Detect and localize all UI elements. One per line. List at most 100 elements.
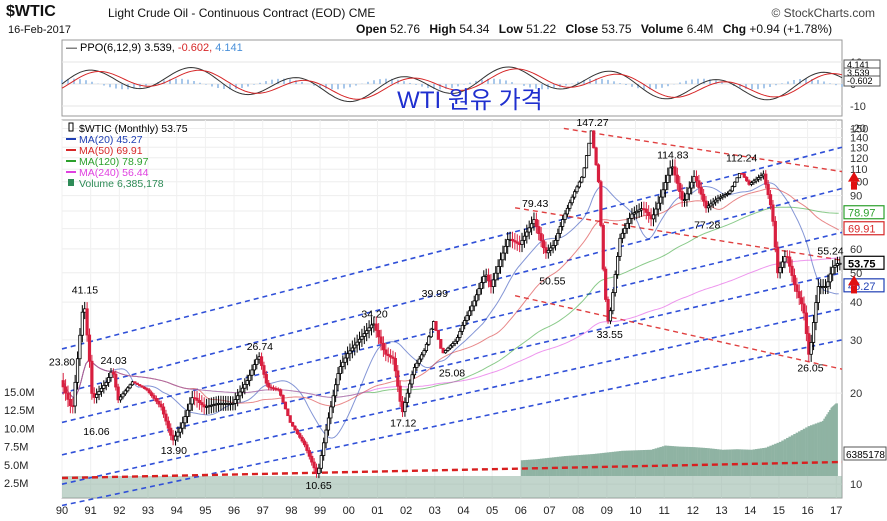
candle-body	[759, 175, 763, 178]
volume-bar	[781, 440, 784, 476]
price-value-tag-text: 78.97	[848, 208, 876, 220]
candle-body	[188, 403, 192, 411]
ppo-line	[61, 66, 843, 103]
candle-body	[553, 239, 558, 246]
candle-body	[341, 361, 345, 367]
candle-body	[302, 440, 307, 446]
candle-body	[78, 334, 82, 360]
close-value: 53.75	[601, 22, 632, 36]
volume-bar	[823, 418, 826, 476]
volume-bar	[597, 453, 600, 476]
price-axis-tick: 60	[850, 244, 862, 256]
candle-body	[546, 249, 550, 254]
volume-base	[62, 476, 842, 498]
candle-body	[353, 344, 357, 349]
candle-body	[396, 370, 400, 387]
candle-body	[140, 385, 144, 388]
price-axis-tick: 10	[850, 479, 862, 491]
volume-bar	[618, 451, 622, 476]
candle-body	[604, 268, 608, 300]
price-axis-tick: 50	[850, 268, 862, 280]
price-annotation: 10.65	[306, 480, 332, 492]
volume-bar	[637, 450, 641, 476]
volume-bar	[757, 448, 761, 476]
candle-body	[745, 176, 749, 182]
volume-bar	[585, 454, 588, 476]
year-axis-tick: 13	[715, 505, 727, 517]
candle-body	[482, 276, 486, 283]
volume-bar	[592, 453, 596, 476]
candle-body	[75, 358, 80, 383]
candle-body	[324, 429, 328, 444]
candle-body	[336, 373, 340, 386]
candle-body	[814, 302, 818, 323]
candle-body	[587, 142, 591, 156]
volume-bar	[788, 436, 792, 476]
candle-body	[109, 371, 113, 378]
candle-body	[706, 205, 711, 209]
change-value: +0.94 (+1.78%)	[749, 22, 833, 36]
candle-body	[231, 402, 235, 405]
candle-body	[243, 383, 247, 389]
candle-body	[73, 381, 77, 407]
candle-body	[104, 382, 108, 386]
candle-body	[608, 310, 613, 322]
price-annotation: 17.12	[390, 418, 416, 430]
candle-body	[159, 403, 163, 408]
volume-bar	[826, 414, 829, 476]
candle-body	[348, 350, 352, 355]
candle-body	[768, 194, 773, 206]
candle-body	[709, 203, 713, 207]
candle-body	[539, 233, 543, 242]
candle-body	[472, 300, 476, 307]
candle-body	[687, 187, 691, 195]
volume-bar	[647, 449, 651, 476]
candle-body	[455, 337, 460, 342]
year-axis-tick: 08	[572, 505, 584, 517]
candle-body	[792, 275, 797, 286]
candle-body	[479, 282, 483, 290]
candle-body	[121, 393, 125, 398]
volume-bar	[563, 456, 567, 476]
volume-bar	[786, 437, 789, 476]
candle-body	[424, 343, 429, 352]
volume-bar	[800, 430, 804, 476]
main-price-panel: 1501401301201101009080706050403020109091…	[4, 117, 887, 517]
year-axis-tick: 17	[830, 505, 842, 517]
candle-body	[264, 373, 268, 384]
candle-body	[157, 400, 161, 405]
volume-bar	[812, 424, 815, 476]
candle-body	[682, 199, 687, 202]
candle-body	[728, 190, 732, 194]
candle-body	[501, 252, 505, 261]
candle-body	[169, 427, 173, 436]
volume-bar	[609, 452, 612, 476]
candle-body	[135, 382, 139, 385]
price-axis-tick: 40	[850, 297, 862, 309]
candle-body	[723, 194, 727, 197]
volume-bar	[704, 448, 708, 476]
candle-body	[166, 420, 170, 429]
candle-body	[618, 237, 622, 257]
volume-bar	[807, 426, 811, 476]
price-value-tag	[843, 205, 885, 220]
price-axis-tick: 150	[850, 123, 868, 135]
price-annotation: 112.24	[726, 153, 757, 165]
volume-axis-tick: 15.0M	[4, 387, 35, 399]
candle-body	[107, 377, 111, 383]
candle-body	[422, 350, 426, 356]
downtrend-line	[514, 207, 843, 261]
year-axis-tick: 03	[429, 505, 441, 517]
candle-body	[439, 338, 443, 349]
candle-body	[398, 385, 402, 402]
low-value: 51.22	[526, 22, 557, 36]
price-value-tag	[843, 221, 885, 236]
volume-bar	[723, 449, 727, 476]
year-axis-tick: 04	[457, 505, 469, 517]
year-axis-tick: 96	[228, 505, 240, 517]
volume-bar	[654, 448, 658, 476]
volume-bar	[578, 455, 581, 476]
volume-bar	[611, 451, 615, 476]
candle-body	[164, 413, 168, 422]
